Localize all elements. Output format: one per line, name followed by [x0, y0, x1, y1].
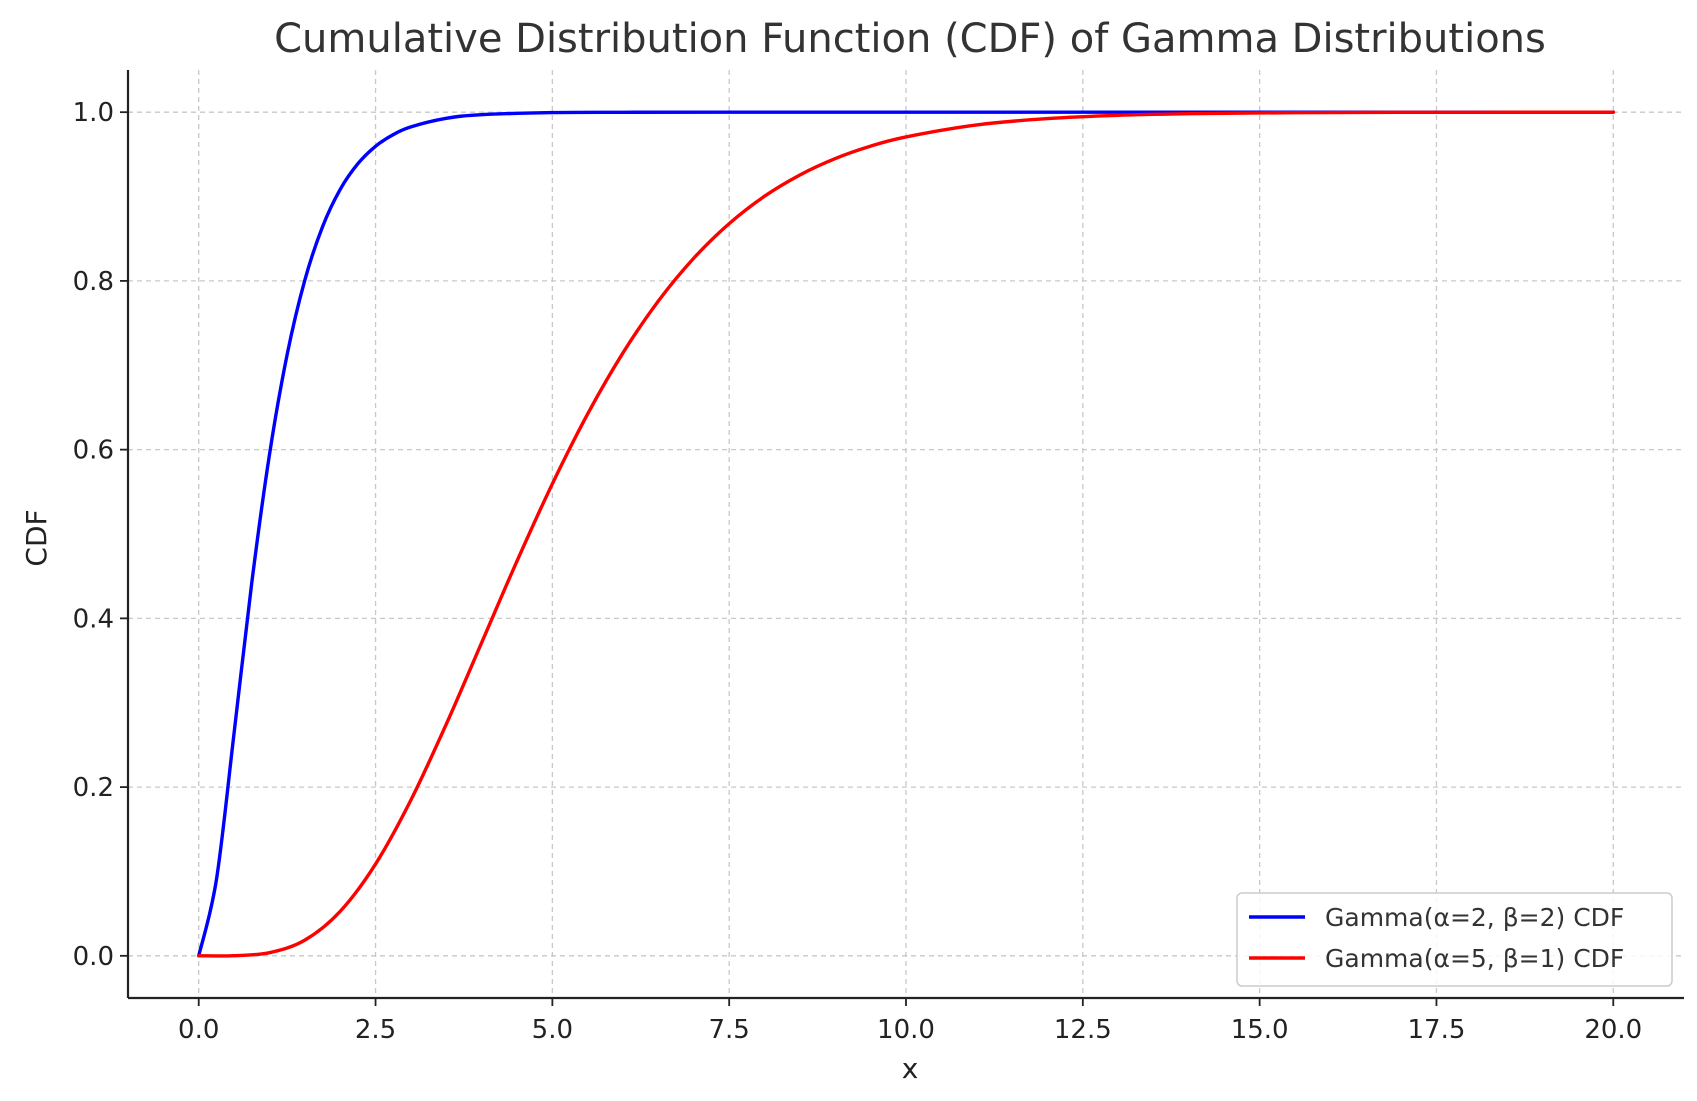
y-tick-label: 0.8 — [73, 267, 114, 297]
y-tick-label: 0.2 — [73, 773, 114, 803]
x-tick-label: 15.0 — [1231, 1015, 1289, 1045]
x-tick-label: 20.0 — [1584, 1015, 1642, 1045]
axes: 0.0 2.5 5.0 7.5 10.0 12.5 15.0 17.5 20.0 0.0 0.2 0.… — [73, 70, 1684, 1045]
series-line-2 — [197, 110, 1615, 958]
x-tick-label: 17.5 — [1408, 1015, 1466, 1045]
y-tick-label: 0.6 — [73, 436, 114, 466]
x-tick-label: 10.0 — [877, 1015, 935, 1045]
legend-label: Gamma(α=2, β=2) CDF — [1325, 903, 1624, 932]
x-axis-label: x — [902, 1052, 919, 1085]
y-tick-label: 0.4 — [73, 604, 114, 634]
legend: Gamma(α=2, β=2) CDF Gamma(α=5, β=1) CDF — [1236, 892, 1673, 987]
y-tick-label: 1.0 — [73, 98, 114, 128]
plot-area — [197, 110, 1615, 958]
x-tick-label: 5.0 — [532, 1015, 573, 1045]
x-tick-label: 12.5 — [1054, 1015, 1112, 1045]
legend-label: Gamma(α=5, β=1) CDF — [1325, 944, 1624, 973]
chart-title: Cumulative Distribution Function (CDF) o… — [274, 16, 1546, 62]
grid — [128, 70, 1684, 998]
x-tick-label: 2.5 — [355, 1015, 396, 1045]
y-tick-label: 0.0 — [73, 942, 114, 972]
series-line-1 — [197, 110, 1615, 958]
legend-box — [1236, 892, 1673, 987]
y-axis-label: CDF — [20, 509, 53, 566]
x-tick-label: 0.0 — [178, 1015, 219, 1045]
x-tick-label: 7.5 — [709, 1015, 750, 1045]
